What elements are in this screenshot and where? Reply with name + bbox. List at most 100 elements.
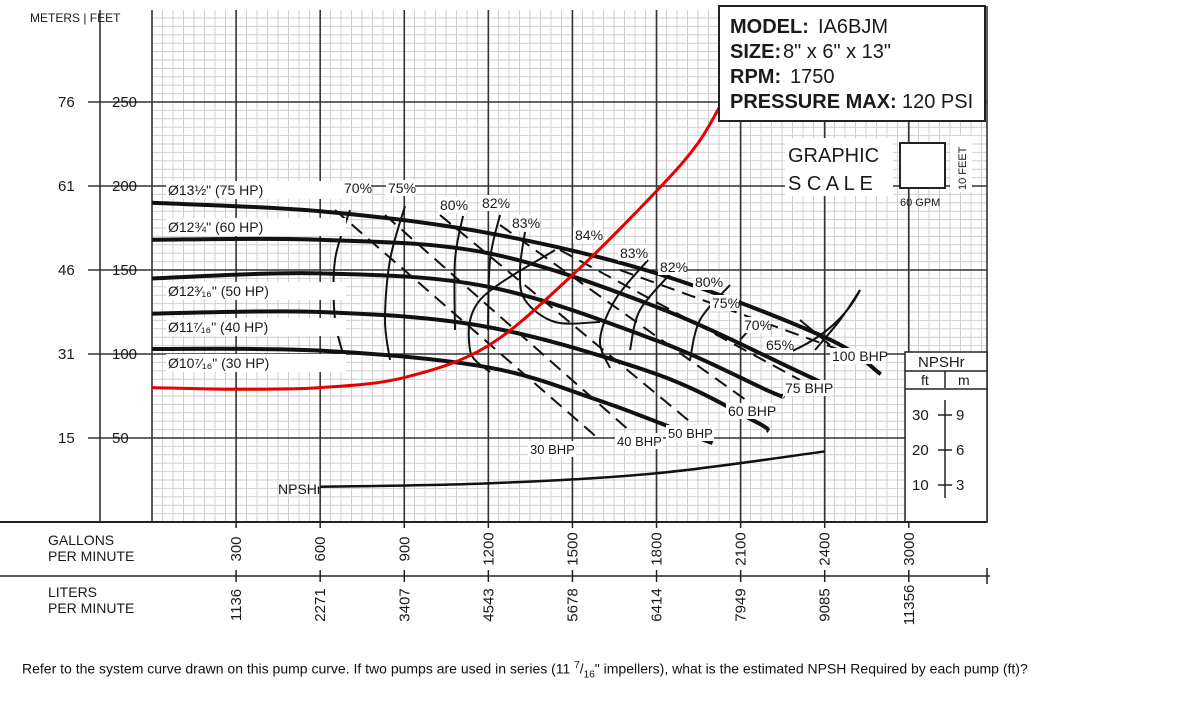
efficiency-label-bg <box>658 259 687 275</box>
impeller-label-bg <box>166 181 346 199</box>
bhp-label: 50 BHP <box>668 426 713 441</box>
gpm-tick-label: 1200 <box>480 532 497 565</box>
bhp-label-bg <box>615 433 663 449</box>
lpm-tick-label: 3407 <box>396 588 413 621</box>
info-box: MODEL: IA6BJM SIZE: 8" x 6" x 13" RPM: 1… <box>718 5 986 122</box>
efficiency-label-bg <box>573 227 602 243</box>
lpm-tick-label: 9085 <box>817 588 834 621</box>
impeller-label-bg <box>166 282 346 300</box>
rpm-value: 1750 <box>790 66 835 88</box>
impeller-curve <box>151 271 785 399</box>
efficiency-label-bg <box>480 195 509 211</box>
gpm-tick-label: 2100 <box>733 532 750 565</box>
efficiency-contour <box>518 231 601 325</box>
impeller-label-bg <box>166 318 346 336</box>
gpm-tick-label: 2400 <box>817 532 834 565</box>
efficiency-contour <box>467 249 556 373</box>
lpm-tick-label: 1136 <box>228 589 245 621</box>
graphic-scale: GRAPHIC S C A L E 10 FEET 60 GPM <box>785 136 972 209</box>
npshr-curve-group: NPSHr <box>278 289 861 497</box>
efficiency-contour <box>629 271 673 351</box>
impeller-curve <box>151 200 882 376</box>
y-tick-feet: 250 <box>112 94 137 111</box>
npshr-box-m-value: 6 <box>956 442 964 459</box>
question-slash: / <box>579 660 584 677</box>
bhp-label-bg <box>666 425 714 441</box>
lpm-tick-label: 5678 <box>564 588 581 621</box>
question-text: Refer to the system curve drawn on this … <box>22 660 1028 680</box>
pressure-label: PRESSURE MAX: <box>730 91 897 113</box>
y-tick-feet: 100 <box>112 346 137 363</box>
efficiency-label-bg <box>618 245 647 261</box>
efficiency-label: 75% <box>712 295 740 311</box>
lpm-label-2: PER MINUTE <box>48 600 134 616</box>
npshr-curve-extension <box>789 289 861 353</box>
lpm-tick-label: 7949 <box>733 588 750 621</box>
gpm-tick-label: 1800 <box>649 532 666 565</box>
flow-axis: GALLONS PER MINUTE LITERS PER MINUTE 300… <box>0 521 990 625</box>
graphic-scale-line2: S C A L E <box>788 173 873 195</box>
efficiency-label: 65% <box>766 337 794 353</box>
bhp-label-bg <box>528 441 576 457</box>
gpm-tick-label: 600 <box>312 536 329 561</box>
y-tick-meters: 61 <box>58 178 75 195</box>
efficiency-label: 75% <box>388 180 416 196</box>
impeller-label-bg <box>166 354 346 372</box>
efficiency-label-bg <box>386 180 415 196</box>
lpm-label-1: LITERS <box>48 584 97 600</box>
rpm-label: RPM: <box>730 66 781 88</box>
lpm-tick-label: 4543 <box>480 588 497 621</box>
graphic-scale-square <box>899 142 946 189</box>
bhp-label: 100 BHP <box>832 348 888 364</box>
size-label: SIZE: <box>730 41 781 63</box>
gpm-tick-label: 300 <box>228 536 245 561</box>
pressure-value: 120 PSI <box>902 91 973 113</box>
gpm-label-2: PER MINUTE <box>48 548 134 564</box>
efficiency-label: 82% <box>660 259 688 275</box>
bhp-label: 75 BHP <box>785 380 833 396</box>
impeller-label: Ø11⁷⁄₁₆" (40 HP) <box>168 319 268 335</box>
bhp-label-bg <box>830 348 886 364</box>
efficiency-label-bg <box>693 274 722 290</box>
bhp-label: 30 BHP <box>530 442 575 457</box>
efficiency-label: 83% <box>512 215 540 231</box>
y-tick-feet: 200 <box>112 178 137 195</box>
y-tick-feet: 150 <box>112 262 137 279</box>
bhp-label: 40 BHP <box>617 434 662 449</box>
bhp-line <box>334 209 601 441</box>
efficiency-label-bg <box>710 295 739 311</box>
npshr-box-ft-value: 20 <box>912 442 929 459</box>
model-value: IA6BJM <box>818 16 888 38</box>
impeller-label: Ø10⁷⁄₁₆" (30 HP) <box>168 355 269 371</box>
impeller-label: Ø12³⁄₁₆" (50 HP) <box>168 283 269 299</box>
impeller-curves: Ø13½" (75 HP) Ø12¾" (60 HP) Ø12³⁄₁₆" (50 H… <box>151 181 882 445</box>
lpm-tick-label: 6414 <box>649 588 666 621</box>
bhp-labels: 100 BHP 75 BHP 60 BHP 50 BHP 40 BHP 30 BHP <box>528 348 888 457</box>
impeller-curve <box>151 309 771 433</box>
gpm-tick-label: 900 <box>396 536 413 561</box>
efficiency-labels: 70% 75%80% 82%83%84%83%82%80%75%70%65% <box>342 180 794 353</box>
efficiency-label-bg <box>742 317 771 333</box>
impeller-label: Ø12¾" (60 HP) <box>168 219 263 235</box>
question-after: " impellers), what is the estimated NPSH… <box>594 660 1028 677</box>
efficiency-label-bg <box>764 337 793 353</box>
efficiency-contour <box>689 284 731 361</box>
npshr-box-m: m <box>958 372 970 388</box>
system-curve-group <box>151 92 728 391</box>
y-axis-title: METERS | FEET <box>30 11 121 25</box>
impeller-curve <box>151 236 826 387</box>
y-tick-meters: 31 <box>58 346 75 363</box>
npshr-box-title: NPSHr <box>918 354 965 371</box>
efficiency-contour <box>487 214 501 331</box>
efficiency-label: 80% <box>695 274 723 290</box>
efficiency-label: 83% <box>620 245 648 261</box>
y-tick-meters: 46 <box>58 262 75 279</box>
bhp-label-bg <box>783 380 831 396</box>
bhp-line <box>439 214 701 431</box>
efficiency-label-bg <box>342 180 371 196</box>
bhp-label-bg <box>726 403 774 419</box>
npshr-box-ft-value: 30 <box>912 407 929 424</box>
y-tick-meters: 15 <box>58 430 75 447</box>
gpm-tick-label: 1500 <box>564 532 581 565</box>
